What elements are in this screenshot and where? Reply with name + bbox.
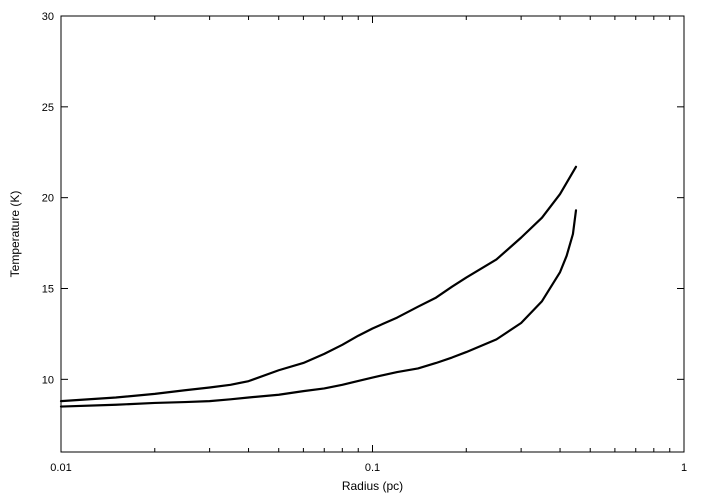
y-axis-label: Temperature (K) bbox=[8, 191, 22, 278]
series-line-2 bbox=[59, 209, 578, 408]
axis-tick-labels: 0.01 0.1 1 10 15 20 25 30 bbox=[42, 11, 687, 474]
x-axis-label: Radius (pc) bbox=[342, 479, 403, 493]
series-line-1 bbox=[59, 165, 578, 403]
series-layer bbox=[59, 165, 578, 408]
x-tick-label: 0.1 bbox=[365, 462, 380, 474]
x-tick-label: 0.01 bbox=[50, 462, 71, 474]
plot-frame bbox=[60, 15, 685, 453]
y-tick-label: 20 bbox=[42, 193, 54, 205]
x-tick-label: 1 bbox=[681, 462, 687, 474]
y-tick-label: 25 bbox=[42, 102, 54, 114]
y-tick-label: 30 bbox=[42, 11, 54, 23]
y-tick-label: 15 bbox=[42, 284, 54, 296]
y-tick-label: 10 bbox=[42, 374, 54, 386]
axis-ticks bbox=[60, 15, 685, 452]
